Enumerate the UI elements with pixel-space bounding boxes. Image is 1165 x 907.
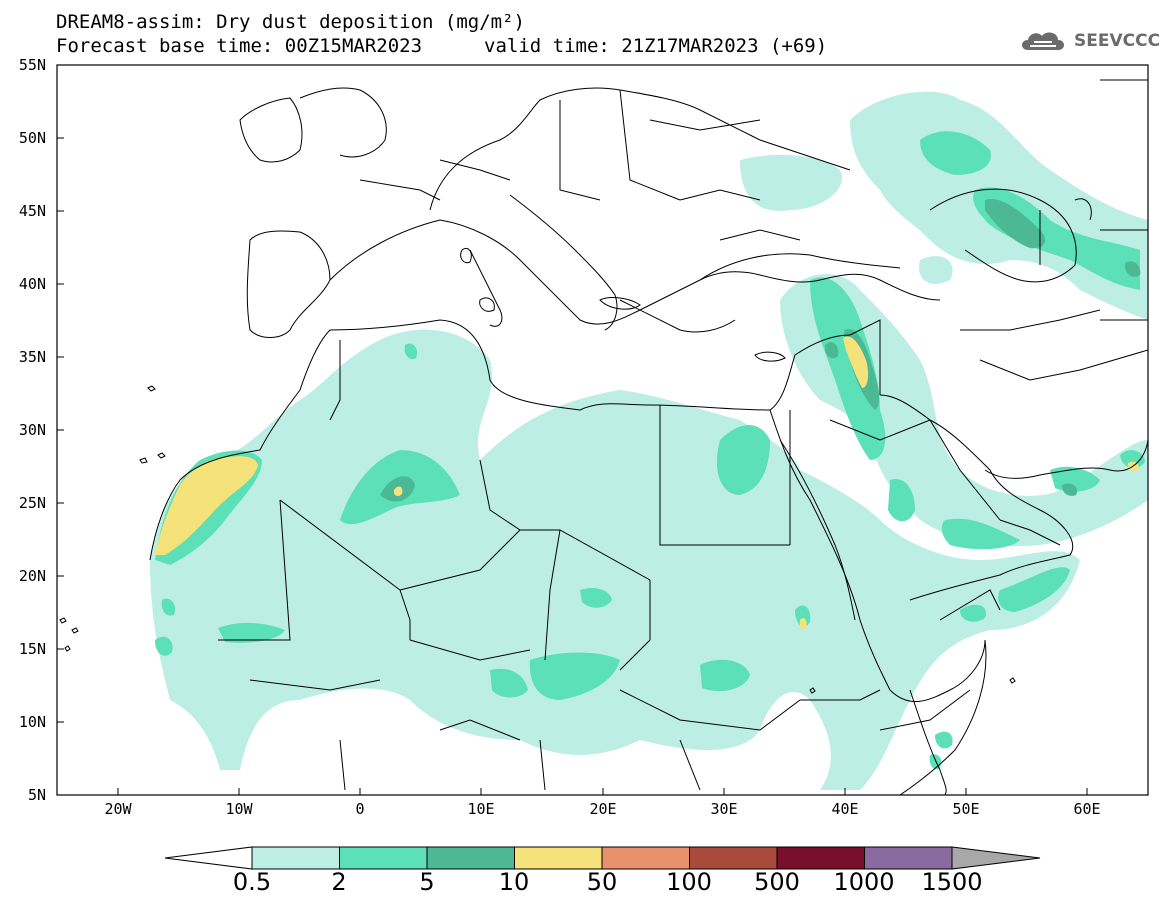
colorbar-label-1000: 1000 [833,868,895,896]
lon-label-0: 0 [355,800,365,818]
lon-label-10e: 10E [467,800,495,818]
lat-label-40n: 40N [18,275,46,293]
lat-label-30n: 30N [18,421,46,439]
colorbar-swatch-3 [426,846,515,870]
colorbar-label-10: 10 [498,868,530,896]
colorbar-left-arrow [164,846,253,870]
colorbar-right-arrow [951,846,1041,870]
lon-label-20e: 20E [589,800,617,818]
map-title: DREAM8-assim: Dry dust deposition (mg/m²… [56,11,525,33]
colorbar-swatch-1 [251,846,340,870]
country-borders [218,89,1148,791]
colorbar-label-500: 500 [754,868,800,896]
axis-ticks [57,64,1088,795]
colorbar-swatch-5 [601,846,690,870]
colorbar-label-2: 2 [331,868,347,896]
lat-label-10n: 10N [18,713,46,731]
lat-label-55n: 55N [18,56,46,74]
colorbar-swatch-4 [514,846,603,870]
lat-label-20n: 20N [18,567,46,585]
seevccc-logo: SEEVCCC [1018,28,1160,54]
coastlines [149,79,1148,795]
cloud-icon [1022,32,1064,50]
colorbar-label-1500: 1500 [921,868,983,896]
colorbar [164,846,1041,870]
forecast-base-time: Forecast base time: 00Z15MAR2023 [56,35,423,57]
lon-label-30e: 30E [710,800,738,818]
lon-label-40e: 40E [831,800,859,818]
lon-label-50e: 50E [952,800,980,818]
lat-label-5n: 5N [27,786,46,804]
lon-label-20w: 20W [104,800,132,818]
colorbar-swatch-2 [339,846,428,870]
colorbar-swatch-6 [689,846,778,870]
lat-label-50n: 50N [18,129,46,147]
lon-label-10w: 10W [225,800,253,818]
colorbar-label-100: 100 [666,868,712,896]
colorbar-label-0-5: 0.5 [232,868,272,896]
dust-fields [59,79,1148,795]
lat-label-45n: 45N [18,202,46,220]
lat-label-15n: 15N [18,640,46,658]
lon-label-60e: 60E [1073,800,1101,818]
islands [59,247,1016,694]
colorbar-swatch-8 [864,846,953,870]
valid-time: valid time: 21Z17MAR2023 (+69) [484,35,828,57]
lat-label-35n: 35N [18,348,46,366]
logo-text: SEEVCCC [1074,31,1161,51]
colorbar-swatch-7 [776,846,865,870]
colorbar-label-5: 5 [419,868,435,896]
colorbar-label-50: 50 [586,868,618,896]
lat-label-25n: 25N [18,494,46,512]
dust-level-4 [155,336,1139,630]
